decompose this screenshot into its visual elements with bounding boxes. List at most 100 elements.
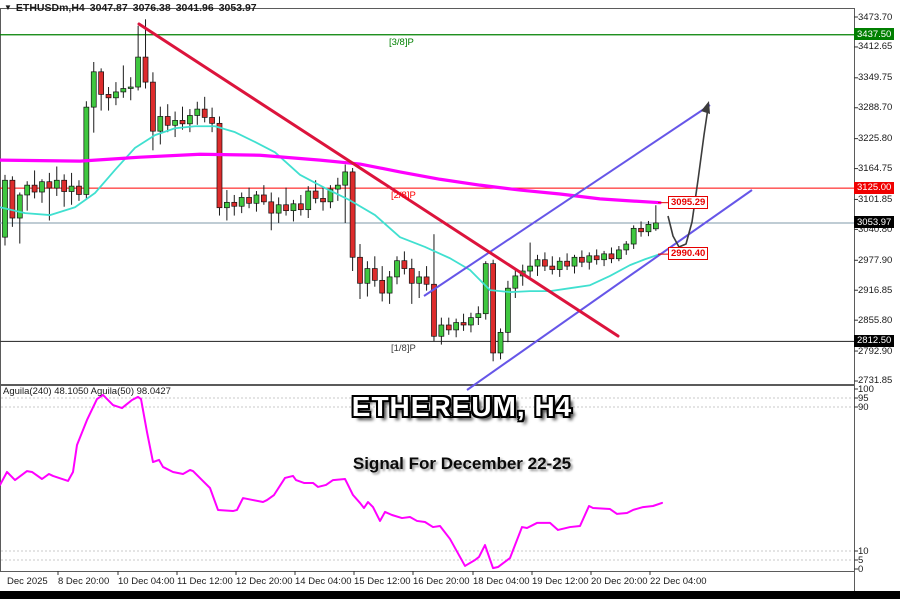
bear-candle	[445, 324, 452, 331]
price-axis-badge: 3053.97	[854, 216, 895, 229]
fib-level-label: [1/8]P	[391, 343, 416, 355]
bear-candle	[164, 116, 171, 126]
bull-candle	[127, 86, 134, 89]
panel-frames	[0, 8, 855, 591]
price-axis-label: 3101.85	[858, 193, 893, 205]
bull-candle	[83, 106, 90, 195]
ohlc-high: 3076.38	[132, 2, 171, 14]
bull-candle	[334, 184, 341, 190]
bear-candle	[349, 171, 356, 258]
bull-candle	[290, 203, 297, 212]
bull-candle	[224, 201, 230, 209]
price-axis-label: 2792.90	[858, 345, 893, 357]
bear-candle	[608, 253, 615, 260]
bull-candle	[24, 184, 31, 196]
price-axis-label: 3412.65	[858, 41, 893, 53]
bear-candle	[320, 198, 326, 203]
bear-candle	[379, 279, 386, 294]
bear-candle	[268, 201, 275, 214]
bear-candle	[423, 276, 430, 285]
indicator-axis-label: 95	[858, 393, 869, 404]
date-label: 16 Dec 20:00	[413, 576, 470, 587]
price-axis-label: 3288.70	[858, 102, 893, 114]
symbol-dropdown-icon[interactable]: ▼	[4, 3, 12, 12]
price-axis-label: 2916.85	[858, 284, 893, 296]
bear-candle	[76, 185, 82, 195]
bear-candle	[431, 283, 437, 337]
candlestick-series	[2, 19, 659, 362]
bear-candle	[312, 190, 319, 199]
oscillator-polyline	[0, 393, 663, 570]
bear-candle	[142, 56, 149, 83]
indicator-axis-label: 5	[858, 555, 864, 566]
bull-candle	[512, 275, 519, 289]
bull-candle	[453, 322, 460, 331]
date-label: 15 Dec 12:00	[354, 576, 411, 587]
ascending-channel-lines	[423, 104, 753, 391]
descending-trendline	[137, 22, 620, 338]
oscillator-line	[0, 393, 663, 570]
bull-candle	[386, 276, 393, 294]
bull-candle	[468, 317, 474, 326]
bull-candle	[364, 268, 371, 284]
bull-candle	[238, 197, 245, 207]
indicator-name-label: Aguila(240) 48.1050 Aguila(50) 98.0427	[3, 386, 171, 397]
bear-candle	[401, 260, 408, 269]
date-label: 22 Dec 04:00	[650, 576, 707, 587]
ohlc-low: 3041.96	[175, 2, 214, 14]
bear-candle	[579, 256, 585, 263]
bear-candle	[460, 322, 467, 326]
price-axis-badge: 3125.00	[854, 181, 895, 194]
price-axis-label: 2731.85	[858, 375, 893, 387]
watermark-subtitle: Signal For December 22-25	[352, 454, 572, 473]
date-label: Dec 2025	[7, 576, 48, 587]
bull-candle	[601, 253, 607, 261]
bull-candle	[16, 194, 23, 219]
bull-candle	[527, 265, 533, 272]
bull-candle	[616, 249, 622, 260]
bottom-bar	[0, 591, 900, 599]
indicator-axis-label: 10	[858, 546, 869, 557]
fib-level-label: [3/8]P	[389, 36, 414, 48]
indicator-axis-label: 90	[858, 402, 869, 413]
bear-candle	[46, 181, 53, 189]
price-axis-label: 3473.70	[858, 11, 893, 23]
bull-candle	[90, 71, 97, 108]
chart-title: ▼ ETHUSDm,H4 3047.87 3076.38 3041.96 3053.97	[4, 2, 257, 14]
bull-candle	[497, 331, 504, 354]
bull-candle	[652, 222, 659, 230]
bear-candle	[261, 194, 267, 203]
bear-candle	[216, 122, 223, 209]
bull-candle	[172, 120, 178, 126]
date-label: 20 Dec 20:00	[591, 576, 648, 587]
ma-slow-line	[0, 152, 662, 205]
date-label: 11 Dec 12:00	[177, 576, 233, 587]
price-axis-badge: 3437.50	[854, 28, 895, 41]
price-axis-label: 3225.80	[858, 133, 893, 145]
bull-candle	[586, 255, 593, 263]
bull-candle	[394, 260, 400, 278]
bull-candle	[194, 108, 201, 116]
channel-line	[423, 104, 711, 297]
date-label: 8 Dec 20:00	[58, 576, 110, 587]
bear-candle	[9, 179, 16, 219]
bear-candle	[61, 179, 68, 192]
ma-fast-polyline	[0, 125, 661, 294]
ma-fast-line	[0, 125, 661, 294]
bull-candle	[305, 190, 312, 211]
bear-candle	[201, 108, 208, 118]
bull-candle	[630, 227, 637, 245]
bear-candle	[564, 260, 570, 267]
price-tag: 2990.40	[668, 247, 709, 261]
bear-candle	[371, 268, 378, 281]
bear-candle	[179, 120, 186, 125]
symbol-timeframe: ETHUSDm,H4	[15, 2, 85, 14]
oscillator-gridlines	[1, 397, 853, 561]
bull-candle	[342, 171, 349, 186]
bull-candle	[505, 287, 511, 333]
bear-candle	[105, 94, 112, 99]
watermark-title: ETHEREUM, H4	[351, 391, 573, 422]
main-panel-frame	[0, 8, 855, 385]
bear-candle	[283, 204, 289, 212]
